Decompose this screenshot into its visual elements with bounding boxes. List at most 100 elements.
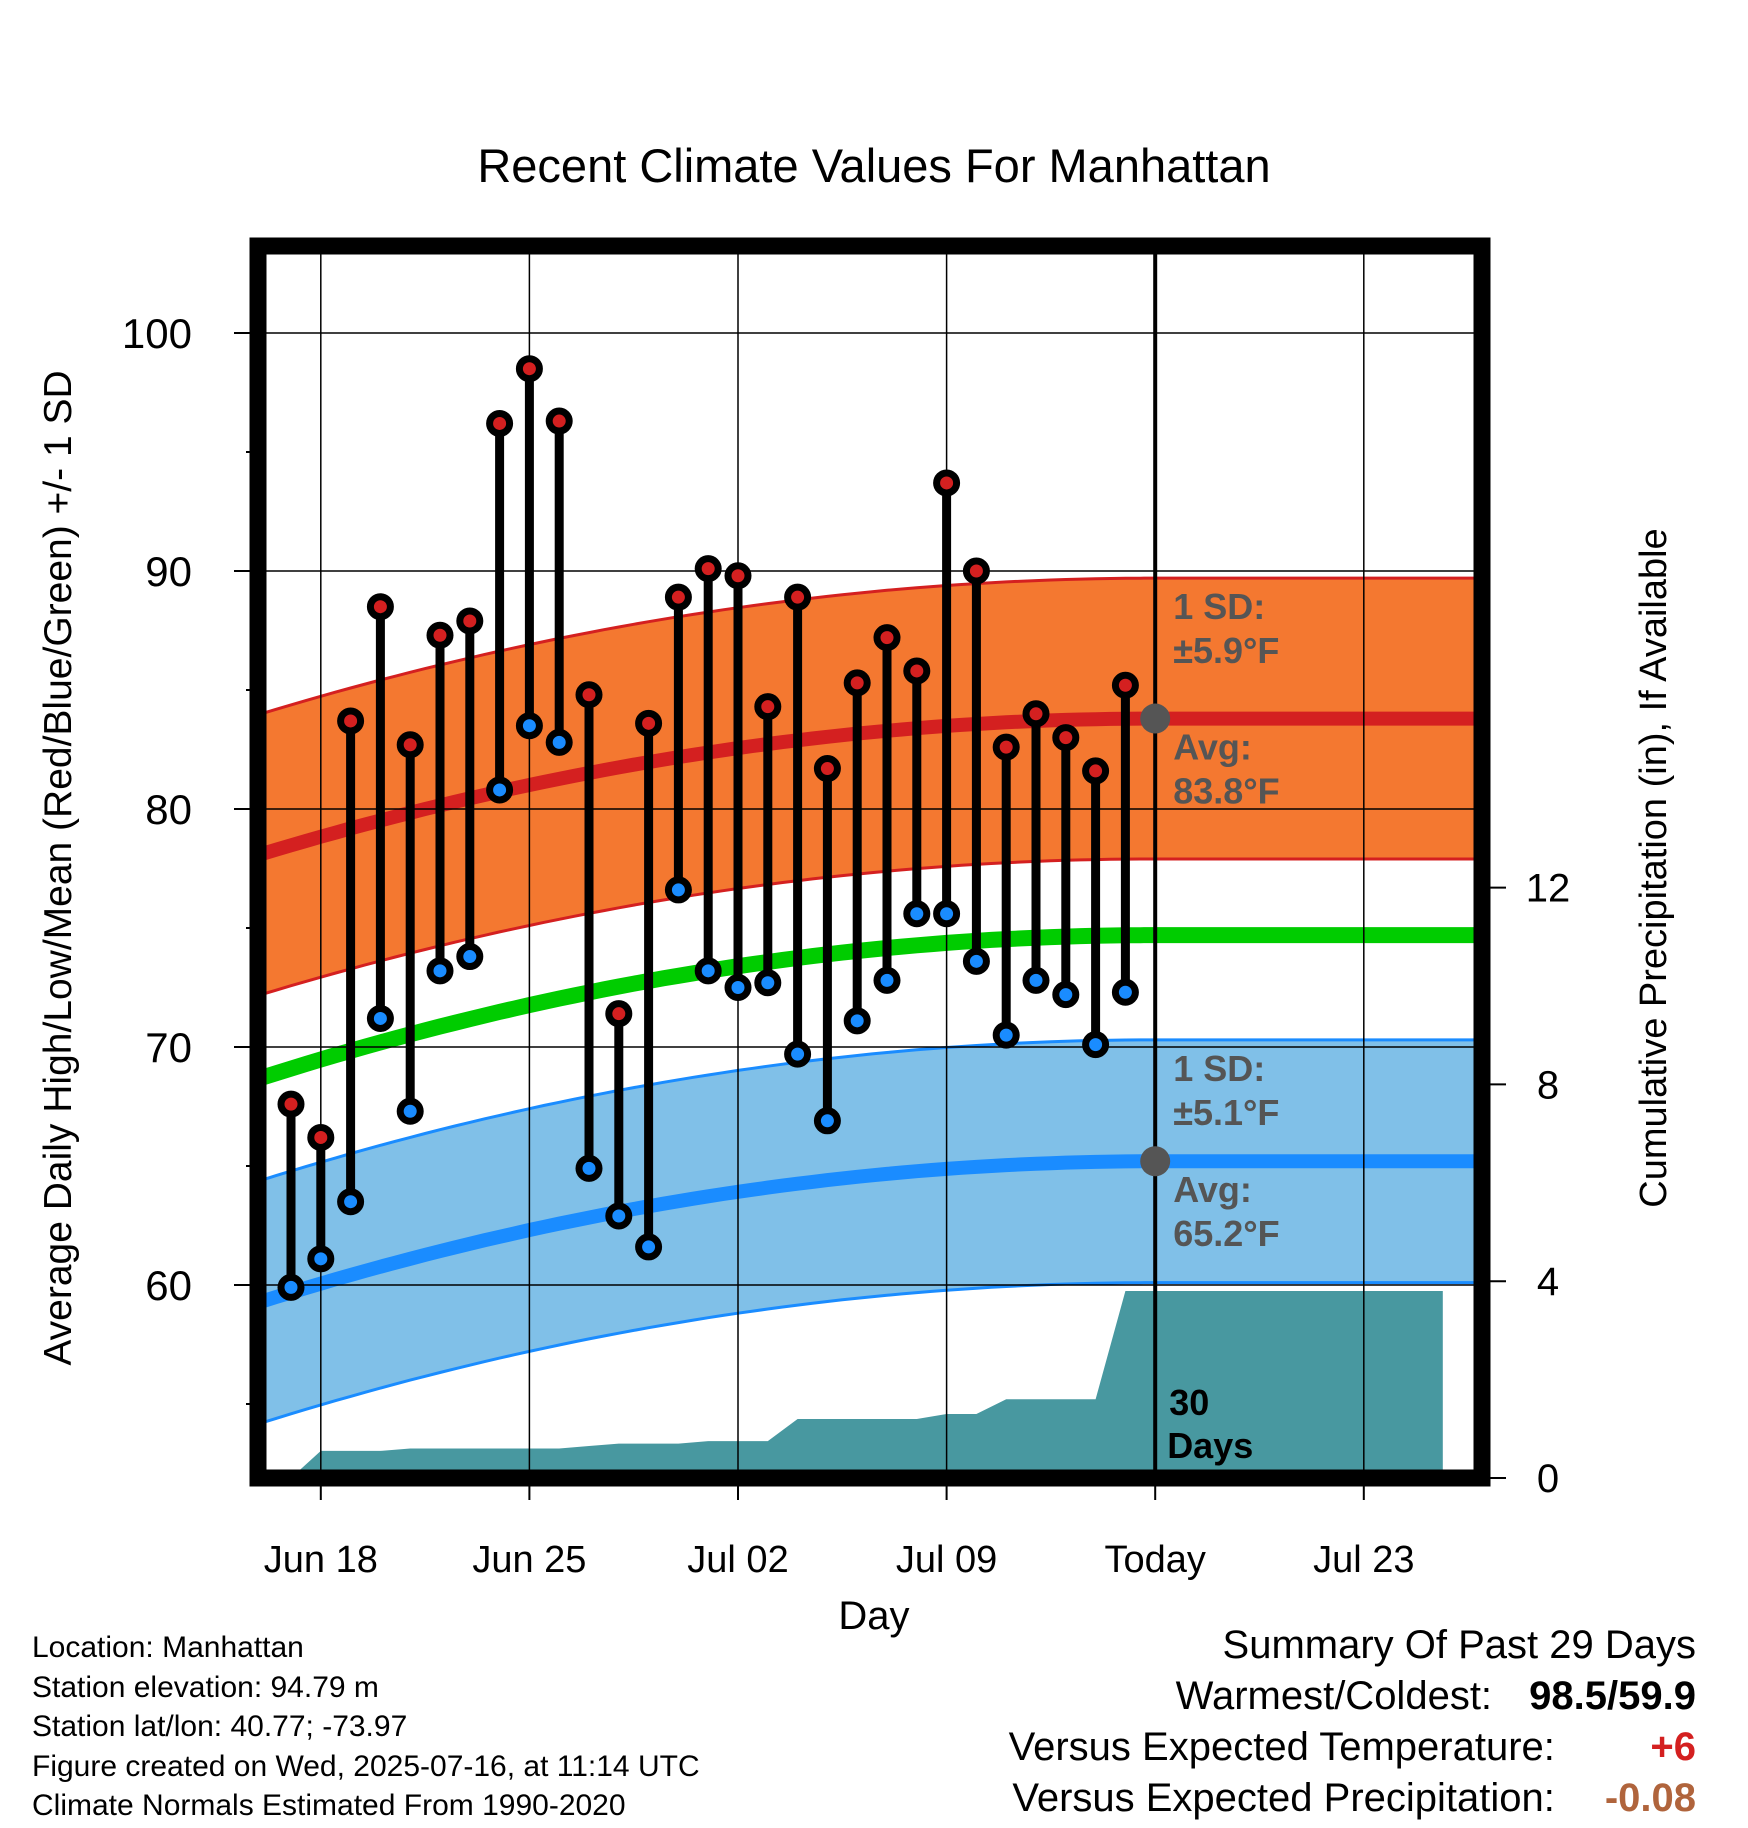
x-tick-label: Jul 02: [687, 1539, 788, 1581]
warmest-coldest-row: Warmest/Coldest: 98.5/59.9: [1009, 1671, 1696, 1722]
y2-axis-label: Cumulative Precipitation (in), If Availa…: [1633, 528, 1675, 1207]
daily-high-point: [337, 707, 365, 735]
normal-high-line: [259, 711, 1482, 861]
daily-high-point: [933, 469, 961, 497]
temp-vs-expected-row: Versus Expected Temperature: +6: [1009, 1722, 1696, 1773]
y-tick-label: 70: [145, 1024, 192, 1071]
daily-low-point: [456, 943, 484, 971]
station-info: Location: Manhattan Station elevation: 9…: [32, 1628, 700, 1826]
x-tick-label: Jul 09: [896, 1539, 997, 1581]
daily-low-point: [933, 900, 961, 928]
daily-low-point: [545, 728, 573, 756]
y2-tick-label: 0: [1537, 1457, 1559, 1501]
daily-low-point: [396, 1097, 424, 1125]
daily-low-point: [873, 966, 901, 994]
axes: 60 70 80 90 100 0 4 8 12 Jun 18 Jun 25 Jul 02 Jul 09…: [122, 310, 1570, 1581]
daily-high-point: [307, 1123, 335, 1151]
normal-bands: [258, 576, 1482, 1426]
y2-tick-label: 4: [1537, 1260, 1559, 1304]
normal-mean-line: [258, 927, 1482, 1086]
high-avg-annotation-line-1: Avg:: [1173, 727, 1252, 768]
latlon-text: Station lat/lon: 40.77; -73.97: [32, 1710, 408, 1743]
location-text: Location: Manhattan: [32, 1631, 304, 1664]
precip-vs-expected-value: -0.08: [1604, 1776, 1696, 1820]
daily-low-point: [635, 1233, 663, 1261]
high-sd-band: [259, 576, 1482, 997]
warmest-coldest-value: 98.5/59.9: [1529, 1674, 1696, 1718]
daily-high-point: [515, 355, 543, 383]
daily-high-point: [873, 624, 901, 652]
x-tick-label: Jul 23: [1313, 1539, 1414, 1581]
daily-low-point: [694, 957, 722, 985]
daily-high-point: [486, 409, 514, 437]
daily-low-point: [486, 776, 514, 804]
high-avg-annotation-line-2: 83.8°F: [1173, 771, 1279, 812]
plot-border: [249, 237, 1491, 1487]
daily-low-point: [784, 1040, 812, 1068]
x-axis-label: Day: [838, 1594, 909, 1638]
y-tick-label: 100: [122, 310, 192, 357]
daily-high-point: [694, 555, 722, 583]
daily-low-point: [307, 1245, 335, 1273]
daily-high-point: [366, 593, 394, 621]
daily-high-point: [1082, 757, 1110, 785]
y-tick-label: 90: [145, 548, 192, 595]
high-sd-annotation-line-2: ±5.9°F: [1173, 630, 1279, 671]
daily-high-point: [784, 583, 812, 611]
elevation-text: Station elevation: 94.79 m: [32, 1670, 379, 1704]
daily-high-point: [277, 1090, 305, 1118]
y2-tick-label: 8: [1537, 1063, 1559, 1107]
daily-high-point: [754, 693, 782, 721]
precip-vs-expected-row: Versus Expected Precipitation: -0.08: [1009, 1773, 1696, 1824]
daily-high-point: [456, 607, 484, 635]
today-high-avg-marker: [1140, 703, 1171, 734]
daily-low-point: [664, 876, 692, 904]
daily-high-point: [635, 709, 663, 737]
warmest-coldest-label: Warmest/Coldest:: [1175, 1674, 1493, 1718]
high-sd-annotation-line-1: 1 SD:: [1173, 586, 1265, 627]
low-sd-annotation-line-2: ±5.1°F: [1173, 1092, 1279, 1133]
days-label-number: 30: [1169, 1382, 1209, 1423]
low-sd-band: [259, 1038, 1482, 1426]
daily-high-point: [843, 669, 871, 697]
daily-low-point: [1052, 981, 1080, 1009]
x-tick-label: Jun 25: [472, 1539, 586, 1581]
daily-low-point: [843, 1007, 871, 1035]
daily-low-point: [992, 1021, 1020, 1049]
precip-vs-expected-label: Versus Expected Precipitation:: [1012, 1776, 1555, 1820]
y-axis-label: Average Daily High/Low/Mean (Red/Blue/Gr…: [37, 370, 80, 1365]
chart-title: Recent Climate Values For Manhattan: [477, 139, 1270, 192]
daily-low-point: [575, 1154, 603, 1182]
daily-low-point: [515, 712, 543, 740]
y-tick-label: 60: [145, 1262, 192, 1309]
summary-panel: Summary Of Past 29 Days Warmest/Coldest:…: [1009, 1620, 1696, 1824]
days-label-word: Days: [1167, 1425, 1253, 1466]
daily-high-point: [903, 657, 931, 685]
daily-low-point: [426, 957, 454, 985]
daily-high-point: [664, 583, 692, 611]
daily-low-point: [724, 974, 752, 1001]
daily-high-point: [1111, 671, 1139, 699]
daily-low-point: [366, 1004, 394, 1032]
daily-high-point: [992, 733, 1020, 761]
daily-range-bars: [286, 368, 1130, 1288]
y2-tick-label: 12: [1526, 867, 1571, 911]
daily-low-point: [813, 1107, 841, 1135]
daily-high-point: [575, 681, 603, 709]
daily-high-point: [1052, 724, 1080, 752]
daily-low-point: [1022, 966, 1050, 994]
plot-frame: [249, 237, 1491, 1487]
temp-vs-expected-value: +6: [1650, 1725, 1696, 1769]
daily-low-point: [337, 1188, 365, 1216]
low-avg-annotation-line-1: Avg:: [1173, 1169, 1252, 1210]
daily-points: [277, 355, 1139, 1301]
normal-low-line: [259, 1154, 1482, 1309]
daily-high-point: [813, 755, 841, 783]
daily-high-point: [396, 731, 424, 759]
daily-low-point: [962, 947, 990, 975]
daily-low-point: [1111, 978, 1139, 1006]
daily-low-point: [605, 1202, 633, 1230]
